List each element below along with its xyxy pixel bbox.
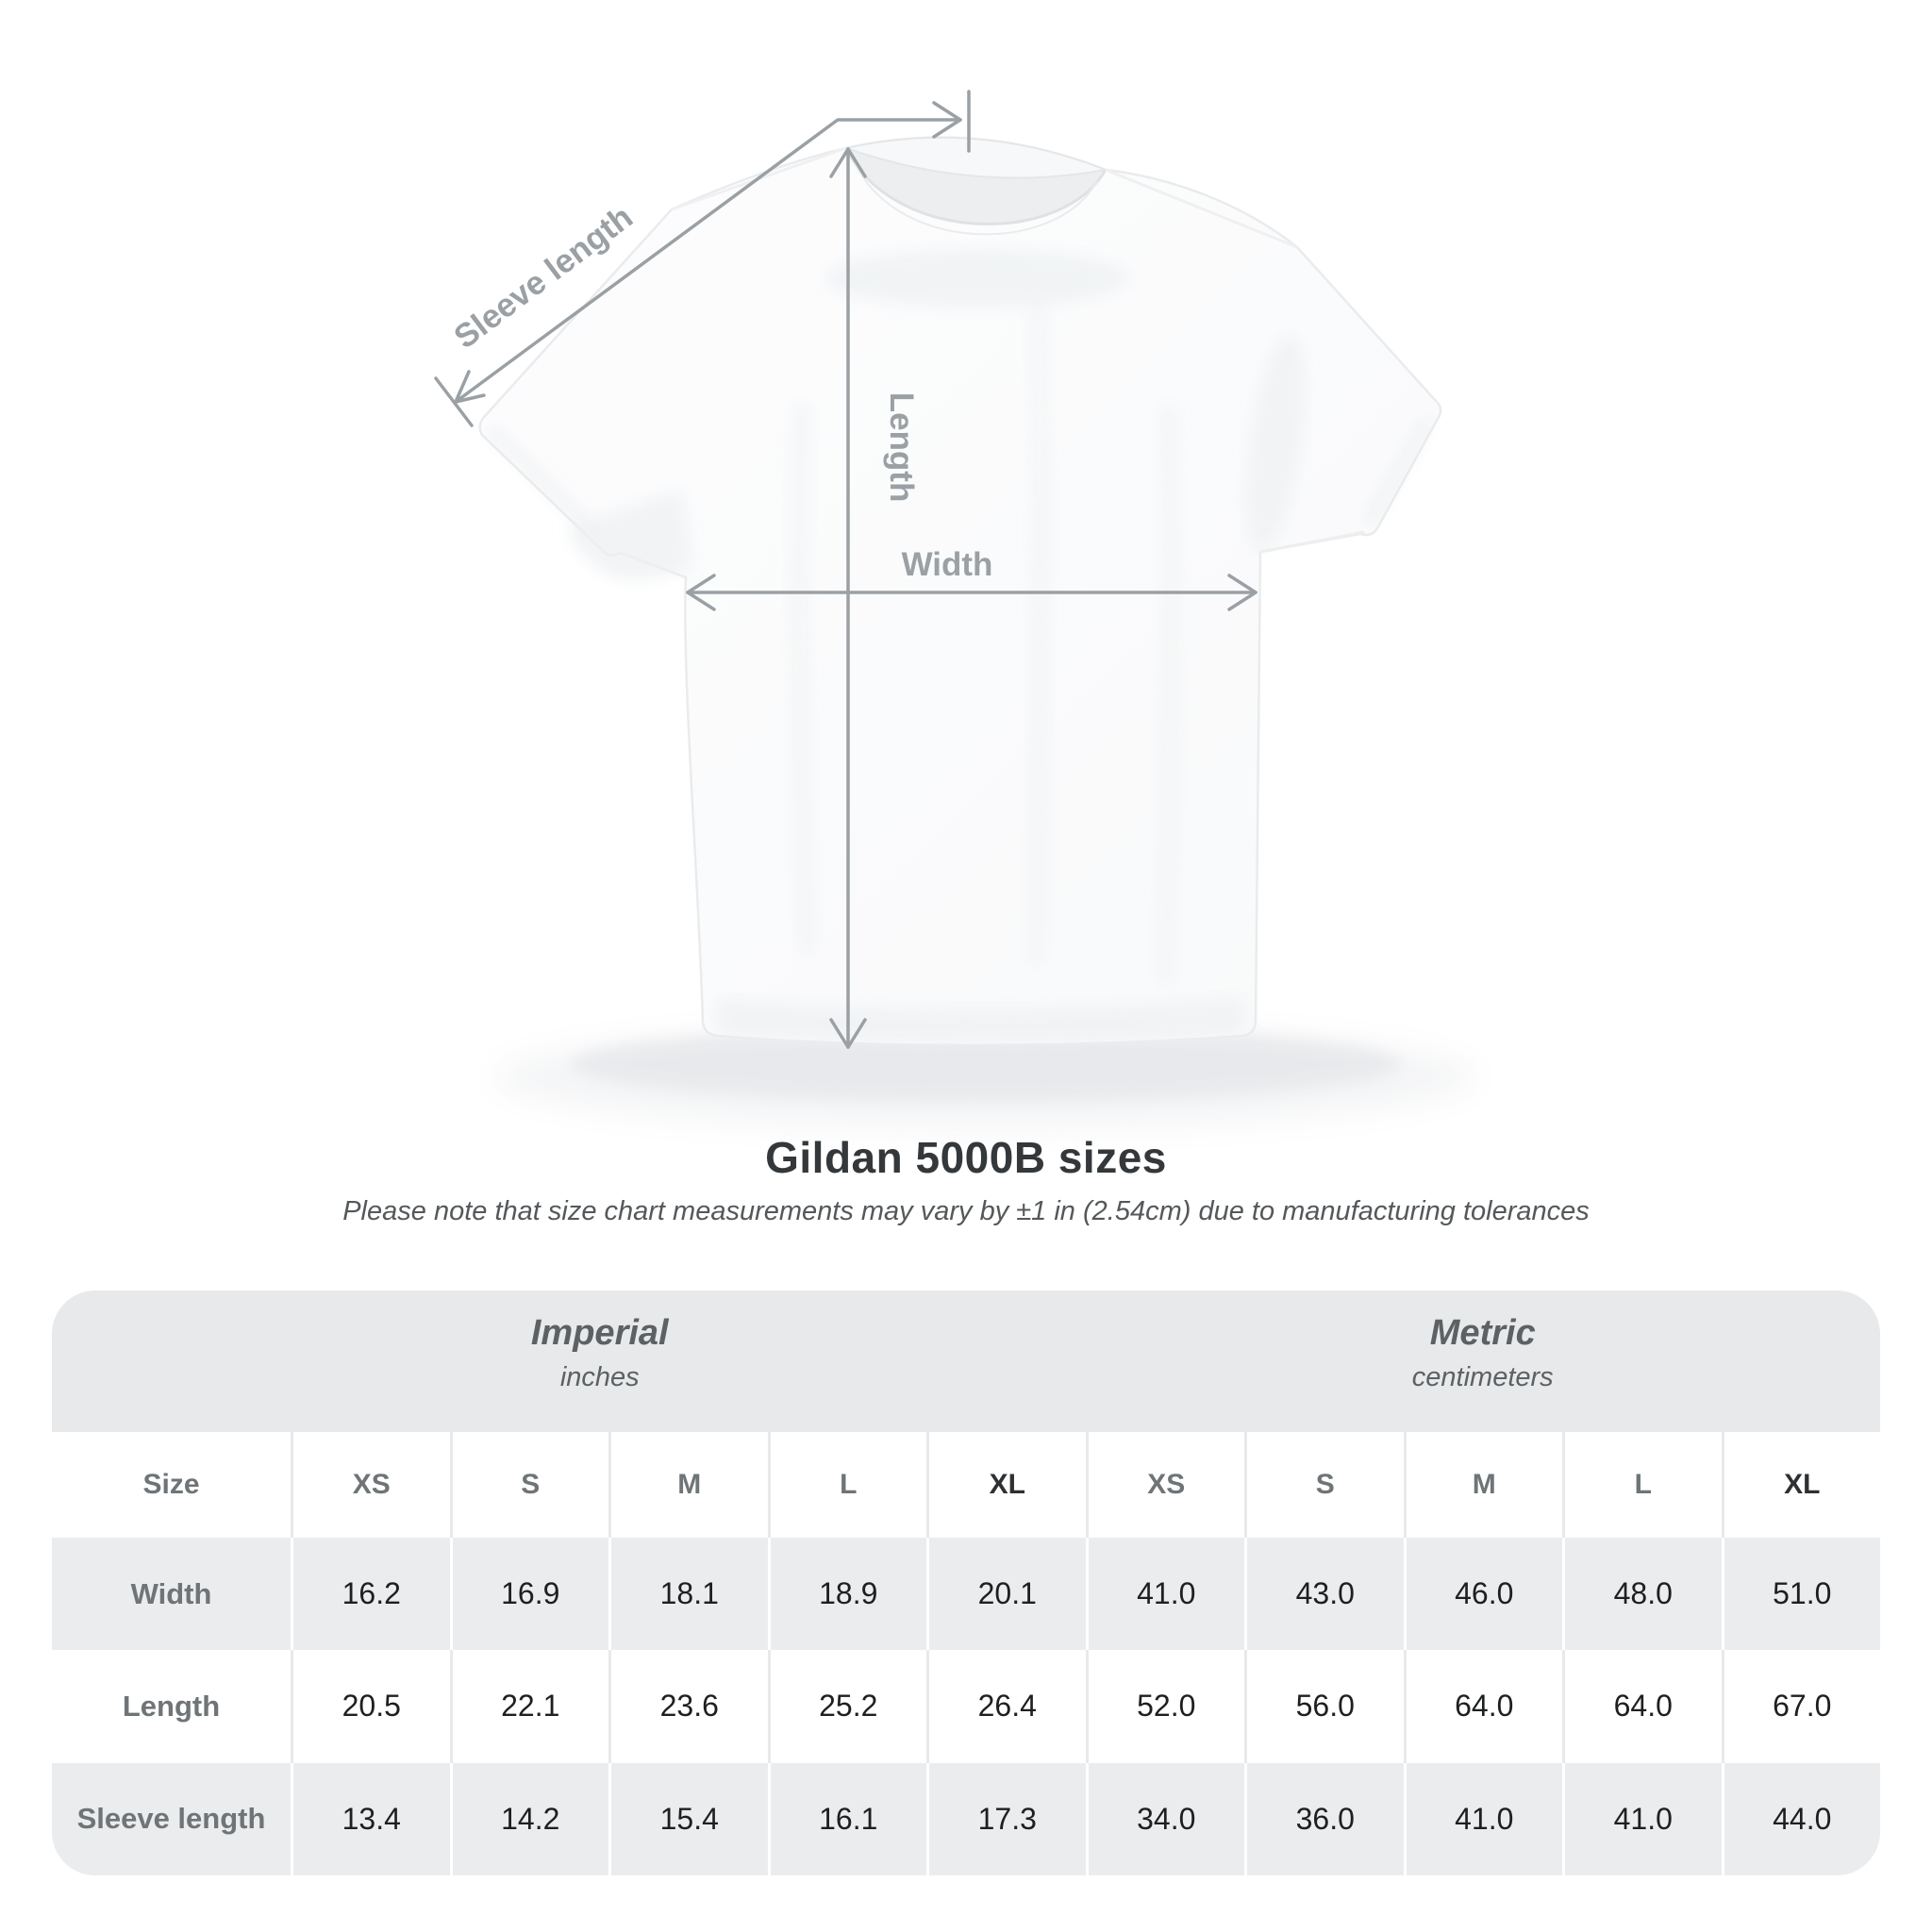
table-cell: 18.1	[608, 1538, 768, 1651]
table-cell: 14.2	[449, 1762, 609, 1875]
width-label: Width	[902, 546, 993, 583]
metric-group-name: Metric	[1429, 1313, 1536, 1353]
table-cell: 41.0	[1085, 1538, 1245, 1651]
table-cell: 25.2	[767, 1650, 927, 1763]
table-cell: 56.0	[1244, 1650, 1404, 1763]
table-cell: 48.0	[1562, 1538, 1722, 1651]
length-label: Length	[883, 392, 920, 503]
width-arrowhead-right-icon	[1227, 574, 1257, 611]
tshirt-shadow	[495, 1025, 1476, 1129]
size-table: Imperial inches Metric centimeters Size …	[52, 1291, 1880, 1875]
sleeve-end-tick	[434, 376, 474, 427]
imperial-group-name: Imperial	[530, 1313, 669, 1353]
imperial-size-xl: XL	[926, 1432, 1086, 1538]
table-cell: 43.0	[1244, 1538, 1404, 1651]
metric-size-xl: XL	[1721, 1432, 1881, 1538]
tolerance-note: Please note that size chart measurements…	[342, 1196, 1590, 1226]
metric-group-header: Metric centimeters	[1086, 1291, 1881, 1432]
length-arrowhead-bottom-icon	[829, 1018, 867, 1049]
table-cell: 20.5	[291, 1650, 450, 1763]
size-header-row: Size XS S M L XL XS S M L XL	[52, 1432, 1880, 1538]
unit-group-band: Imperial inches Metric centimeters	[52, 1291, 1880, 1432]
row-label: Length	[122, 1689, 221, 1723]
table-cell: 51.0	[1721, 1538, 1881, 1651]
table-cell: 41.0	[1562, 1762, 1722, 1875]
imperial-group-unit: inches	[559, 1361, 640, 1392]
table-cell: 16.1	[767, 1762, 927, 1875]
table-cell: 26.4	[926, 1650, 1086, 1763]
tshirt-collar	[842, 136, 1109, 236]
table-cell: 36.0	[1244, 1762, 1404, 1875]
table-cell: 64.0	[1562, 1650, 1722, 1763]
metric-size-xs: XS	[1085, 1432, 1245, 1538]
tshirt-measurement-diagram: Sleeve length Length Width	[434, 90, 1476, 1129]
table-cell: 67.0	[1721, 1650, 1881, 1763]
table-cell: 18.9	[767, 1538, 927, 1651]
metric-size-m: M	[1403, 1432, 1563, 1538]
table-cell: 20.1	[926, 1538, 1086, 1651]
row-label: Width	[130, 1576, 212, 1610]
table-cell: 46.0	[1403, 1538, 1563, 1651]
imperial-size-m: M	[608, 1432, 768, 1538]
sleeve-arrowhead-right-icon	[932, 101, 962, 139]
table-cell: 17.3	[926, 1762, 1086, 1875]
size-column-header: Size	[142, 1469, 200, 1500]
sleeve-length-line	[434, 90, 971, 427]
imperial-size-xs: XS	[291, 1432, 450, 1538]
length-arrowhead-top-icon	[829, 147, 867, 178]
table-row-length: Length 20.5 22.1 23.6 25.2 26.4 52.0 56.…	[52, 1650, 1881, 1763]
table-cell: 13.4	[291, 1762, 450, 1875]
page-title: Gildan 5000B sizes	[765, 1133, 1167, 1182]
table-row-sleeve-length: Sleeve length 13.4 14.2 15.4 16.1 17.3 3…	[52, 1762, 1881, 1875]
table-cell: 64.0	[1403, 1650, 1563, 1763]
table-cell: 44.0	[1721, 1762, 1881, 1875]
table-cell: 52.0	[1085, 1650, 1245, 1763]
table-cell: 34.0	[1085, 1762, 1245, 1875]
imperial-size-l: L	[767, 1432, 927, 1538]
table-cell: 16.2	[291, 1538, 450, 1651]
length-line	[829, 147, 867, 1049]
table-cell: 15.4	[608, 1762, 768, 1875]
row-label: Sleeve length	[76, 1802, 266, 1836]
table-cell: 23.6	[608, 1650, 768, 1763]
imperial-size-s: S	[449, 1432, 609, 1538]
width-arrowhead-left-icon	[686, 574, 716, 611]
table-row-width: Width 16.2 16.9 18.1 18.9 20.1 41.0 43.0…	[52, 1538, 1881, 1651]
width-line	[686, 574, 1257, 611]
imperial-group-header: Imperial inches	[52, 1291, 1086, 1432]
table-cell: 22.1	[449, 1650, 609, 1763]
metric-size-s: S	[1244, 1432, 1404, 1538]
metric-group-unit: centimeters	[1411, 1361, 1554, 1392]
table-cell: 41.0	[1403, 1762, 1563, 1875]
table-cell: 16.9	[449, 1538, 609, 1651]
metric-size-l: L	[1562, 1432, 1722, 1538]
